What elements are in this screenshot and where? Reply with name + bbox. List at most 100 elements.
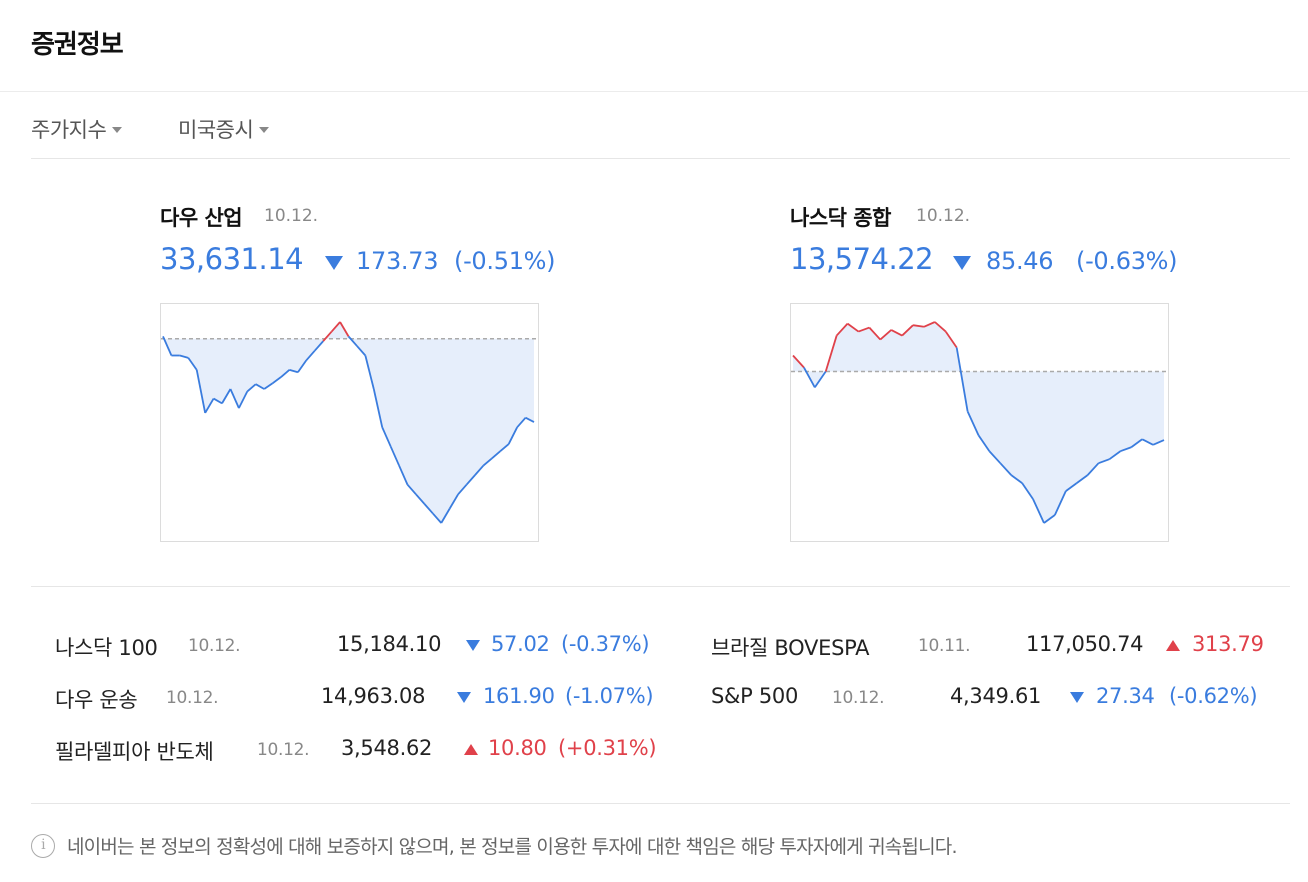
index-row[interactable]: 다우 운송 10.12. 14,963.08 161.90 (-1.07%) — [55, 684, 665, 718]
intraday-chart[interactable] — [790, 303, 1169, 542]
info-icon: i — [31, 833, 55, 858]
chart-line-segment — [457, 484, 468, 495]
chart-line-segment — [1010, 474, 1023, 484]
chart-line-segment — [330, 321, 341, 333]
row-change: 10.80 — [488, 736, 547, 760]
tab-label: 주가지수 — [31, 118, 107, 142]
chart-line-segment — [162, 335, 173, 356]
chart-line-segment — [1065, 482, 1078, 492]
row-name: 필라델피아 반도체 — [55, 740, 214, 764]
row-date: 10.12. — [166, 688, 219, 708]
chart-line-segment — [901, 324, 914, 337]
chart-line-segment — [977, 434, 991, 452]
index-value: 13,574.22 — [790, 242, 934, 276]
down-arrow-icon — [325, 256, 343, 270]
chart-line-segment — [1098, 458, 1110, 465]
chart-line-segment — [195, 369, 207, 414]
chart-line-segment — [474, 464, 485, 476]
down-arrow-icon — [1070, 692, 1084, 703]
chart-line-segment — [406, 484, 417, 495]
chart-svg — [791, 321, 1168, 524]
chart-line-segment — [868, 326, 881, 341]
row-name: S&P 500 — [711, 684, 799, 708]
chart-line-segment — [280, 369, 291, 378]
chart-line-segment — [1120, 446, 1132, 453]
chart-line-segment — [1076, 474, 1089, 484]
featured-index-dow: 다우 산업 10.12. 33,631.14 173.73 (-0.51%) — [160, 200, 580, 545]
chart-line-segment — [1141, 438, 1154, 446]
chart-line-segment — [432, 512, 442, 524]
row-change: 161.90 — [483, 684, 555, 708]
chart-line-segment — [221, 388, 232, 404]
chart-area — [793, 322, 1164, 523]
chart-line-segment — [835, 322, 849, 337]
intraday-chart[interactable] — [160, 303, 539, 542]
chart-area — [163, 322, 534, 523]
row-value: 14,963.08 — [321, 684, 426, 708]
index-row[interactable]: 나스닥 100 10.12. 15,184.10 57.02 (-0.37%) — [55, 632, 665, 666]
up-arrow-icon — [1166, 640, 1180, 651]
chart-line-segment — [1086, 462, 1100, 476]
down-arrow-icon — [953, 256, 971, 270]
tab-us-market-dropdown[interactable]: 미국증시 — [178, 114, 270, 144]
index-row[interactable]: 필라델피아 반도체 10.12. 3,548.62 10.80 (+0.31%) — [55, 736, 665, 770]
index-name[interactable]: 다우 산업 — [160, 206, 243, 230]
chart-line-segment — [415, 493, 426, 505]
chart-line-segment — [1054, 490, 1067, 516]
index-change-pct: (-0.51%) — [454, 247, 556, 275]
chart-line-segment — [1021, 482, 1034, 500]
index-row[interactable]: S&P 500 10.12. 4,349.61 27.34 (-0.62%) — [711, 684, 1281, 718]
chart-line-segment — [255, 383, 265, 390]
divider — [31, 803, 1290, 804]
chart-line-segment — [912, 324, 925, 328]
disclaimer: i 네이버는 본 정보의 정확성에 대해 보증하지 않으며, 본 정보를 이용한… — [31, 832, 958, 859]
chart-line-segment — [246, 383, 257, 393]
chart-line-segment — [229, 388, 240, 409]
chart-line-segment — [1108, 450, 1121, 460]
chart-line-segment — [507, 426, 518, 445]
row-change-pct: (+0.31%) — [558, 736, 657, 760]
chart-line-segment — [847, 322, 860, 333]
chart-line-segment — [814, 370, 827, 388]
tab-bar: 주가지수 미국증시 — [31, 92, 1290, 159]
chart-line-segment — [966, 410, 980, 436]
chart-line-segment — [356, 345, 367, 357]
up-arrow-icon — [464, 744, 478, 755]
index-change: 173.73 — [356, 247, 439, 275]
row-value: 4,349.61 — [950, 684, 1042, 708]
chart-line-segment — [491, 450, 501, 460]
row-value: 15,184.10 — [337, 632, 442, 656]
row-change-pct: (-1.07%) — [565, 684, 654, 708]
chart-line-segment — [923, 321, 936, 328]
chart-line-segment — [824, 335, 838, 372]
chart-line-segment — [314, 340, 324, 352]
chart-line-segment — [339, 321, 350, 337]
disclaimer-text: 네이버는 본 정보의 정확성에 대해 보증하지 않으며, 본 정보를 이용한 투… — [67, 836, 958, 858]
row-change: 57.02 — [491, 632, 550, 656]
chart-line-segment — [955, 347, 969, 412]
index-date: 10.12. — [916, 206, 971, 226]
chart-line-segment — [204, 398, 215, 414]
chart-line-segment — [858, 326, 870, 333]
tab-stock-index-dropdown[interactable]: 주가지수 — [31, 114, 123, 144]
index-row[interactable]: 브라질 BOVESPA 10.11. 117,050.74 313.79 — [711, 632, 1281, 666]
chart-line-segment — [879, 329, 892, 341]
chart-line-segment — [322, 330, 333, 342]
row-date: 10.12. — [257, 740, 310, 760]
row-date: 10.11. — [918, 636, 971, 656]
caret-down-icon — [112, 127, 123, 133]
featured-index-nasdaq: 나스닥 종합 10.12. 13,574.22 85.46 (-0.63%) — [790, 200, 1210, 545]
chart-line-segment — [389, 446, 400, 466]
chart-line-segment — [934, 321, 947, 333]
index-date: 10.12. — [264, 206, 319, 226]
row-change-pct: (-0.62%) — [1169, 684, 1258, 708]
index-change-pct: (-0.63%) — [1076, 247, 1178, 275]
chart-line-segment — [423, 503, 434, 515]
chart-line-segment — [398, 465, 409, 486]
row-value: 117,050.74 — [1026, 632, 1144, 656]
chart-line-segment — [890, 329, 903, 337]
chart-line-segment — [525, 416, 535, 423]
chart-line-segment — [1130, 438, 1143, 448]
index-name[interactable]: 나스닥 종합 — [790, 206, 891, 230]
row-date: 10.12. — [188, 636, 241, 656]
